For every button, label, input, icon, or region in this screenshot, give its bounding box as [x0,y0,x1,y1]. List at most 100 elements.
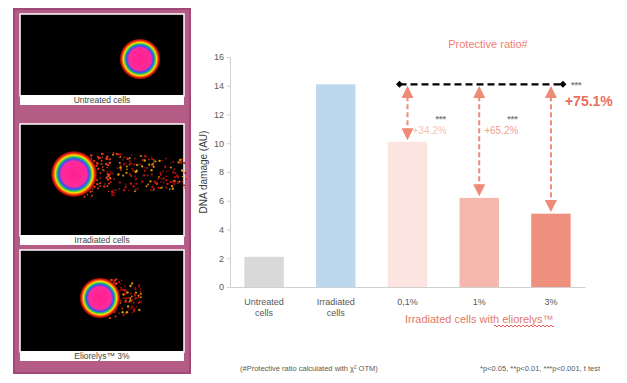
comet-tail-dot [161,160,163,162]
comet-tail-dot [131,296,133,298]
y-tick-mark [227,287,230,288]
comet-tail-dot [120,169,122,171]
x-tick-label: Untreatedcells [244,297,284,317]
comet-tail-dot [156,183,158,185]
comet-tail-dot [152,165,155,168]
comet-tail-dot [119,167,121,169]
x-tick-label: 3% [544,297,557,307]
ratio-arrow [478,88,480,194]
image-caption: Irradiated cells [74,235,129,245]
comet-tail-dot [141,180,144,183]
comet-tail-dot [105,163,108,166]
comet-tail-dot [162,177,165,180]
comet-tail-dot [145,156,147,158]
comet-tail-dot [136,306,137,307]
caption-bg [20,235,184,245]
comet-tail-dot [120,283,121,284]
comet-tail-dot [144,170,146,172]
comet-tail-dot [130,301,132,303]
panel-frame [14,9,190,373]
y-tick-mark [227,258,230,259]
comet-tail-dot [120,300,122,302]
comet-tail-dot [121,307,123,309]
comet-tail-dot [154,180,156,182]
comet-tail-dot [158,160,160,162]
comet-tail-dot [120,287,122,289]
comet-tail-dot [137,295,139,297]
comet-tail-dot [134,288,136,290]
comet-tail-dot [99,157,101,159]
y-tick-mark [227,143,230,144]
comet-tail-dot [160,181,162,183]
comet-tail-dot [132,170,134,172]
comet-tail-dot [119,165,122,168]
bar [316,84,355,287]
comet-tail-dot [135,183,137,185]
comet-tail-dot [122,159,124,161]
image-caption: Untreated cells [74,95,131,105]
comet-tail-dot [97,187,99,189]
comet-tail-dot [151,186,153,188]
comet-tail-dot [124,289,126,291]
image-bg [20,124,184,236]
comet-tail-dot [97,168,99,170]
comet-tail-dot [123,156,125,158]
comet-tail-dot [131,154,133,156]
comet-tail-dot [172,171,174,173]
comet-tail-dot [144,167,145,168]
significance: *** [436,114,447,124]
comet-tail-dot [148,159,150,161]
comet-tail-dot [129,160,131,162]
comet-tail-dot [116,153,118,155]
comet-tail-dot [134,298,136,300]
comet-tail-dot [157,187,159,189]
y-tick: 14 [214,81,230,91]
comet-tail-dot [144,155,147,158]
comet-tail-dot [122,175,124,177]
comet-tail-dot [165,179,167,181]
comet-tail-dot [107,173,110,176]
comet-tail-dot [126,166,128,168]
comet-tail-dot [170,162,171,163]
comet-tail-dot [181,169,183,171]
comet-tail-dot [131,168,133,170]
comet-tail-dot [183,185,185,187]
comet-tail-dot [115,315,117,317]
comet-tail-dot [153,166,155,168]
y-tick-label: 6 [219,196,224,206]
image-panel: Untreated cells Irradiated cells Eliorelys… [14,9,190,373]
comet-tail-dot [130,183,132,185]
comet-tail-dot [109,318,110,319]
comet-tail-dot [148,164,150,166]
caption-bg [20,351,184,361]
comet-tail-dot [112,154,114,156]
chart-root: Untreated cells Irradiated cells Eliorelys… [0,0,627,383]
comet-tail-dot [150,189,152,191]
comet-tail-dot [134,287,136,289]
image-caption: Eliorelys™ 3% [74,351,130,361]
comet-tail-dot [181,161,182,162]
comet-tail-dot [134,190,136,192]
comet-tail-dot [123,163,126,166]
comet-tail-dot [120,302,122,304]
comet-tail-dot [133,163,135,165]
y-tick: 6 [219,196,230,206]
comet-tail-dot [183,184,185,186]
comet-tail-dot [181,181,183,183]
comet-tail-dot [89,191,91,193]
comet-tail-dot [173,168,175,170]
comet-tail-dot [173,183,175,185]
comet-tail-dot [147,184,149,186]
comet-tail-dot [125,184,127,186]
comet-tail-dot [134,175,136,177]
comet-tail-dot [126,169,128,171]
comet-tail-dot [131,282,133,284]
comet-tail-dot [131,175,133,177]
comet-tail-dot [174,180,176,182]
y-tick-label: 4 [219,225,224,235]
comet-tail-dot [120,288,122,290]
bar [388,142,427,287]
comet-tail-dot [103,169,105,171]
bars [244,84,570,287]
comet-tail-dot [130,293,132,295]
